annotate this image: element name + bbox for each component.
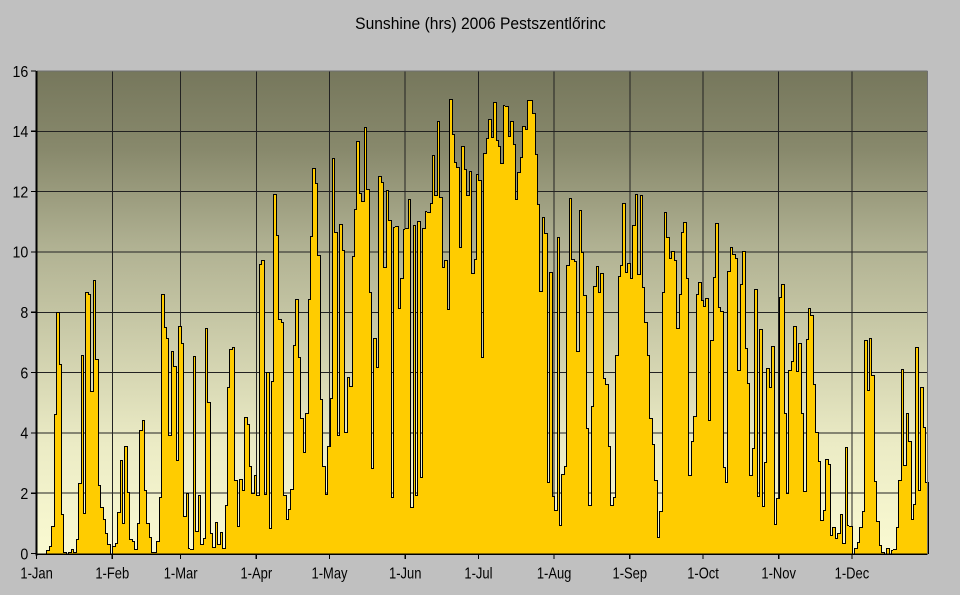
svg-text:10: 10: [12, 244, 28, 262]
svg-text:1-Oct: 1-Oct: [687, 565, 719, 583]
svg-text:0: 0: [20, 546, 28, 564]
svg-text:1-Apr: 1-Apr: [240, 565, 272, 583]
svg-text:6: 6: [20, 365, 28, 383]
svg-text:1-Aug: 1-Aug: [537, 565, 572, 583]
svg-text:1-Jun: 1-Jun: [389, 565, 421, 583]
svg-text:4: 4: [20, 425, 28, 443]
svg-text:1-Nov: 1-Nov: [761, 565, 796, 583]
svg-text:12: 12: [12, 184, 28, 202]
svg-text:14: 14: [12, 123, 28, 141]
svg-text:2: 2: [20, 485, 28, 503]
svg-text:16: 16: [12, 63, 28, 81]
svg-text:1-Sep: 1-Sep: [613, 565, 648, 583]
svg-text:1-Dec: 1-Dec: [835, 565, 870, 583]
svg-text:1-Feb: 1-Feb: [95, 565, 129, 583]
svg-text:1-Jan: 1-Jan: [20, 565, 52, 583]
svg-text:1-Mar: 1-Mar: [164, 565, 198, 583]
svg-text:Sunshine (hrs) 2006 Pestszentl: Sunshine (hrs) 2006 Pestszentlőrinc: [355, 15, 606, 33]
svg-text:1-May: 1-May: [312, 565, 349, 583]
svg-text:1-Jul: 1-Jul: [464, 565, 492, 583]
svg-text:8: 8: [20, 304, 28, 322]
